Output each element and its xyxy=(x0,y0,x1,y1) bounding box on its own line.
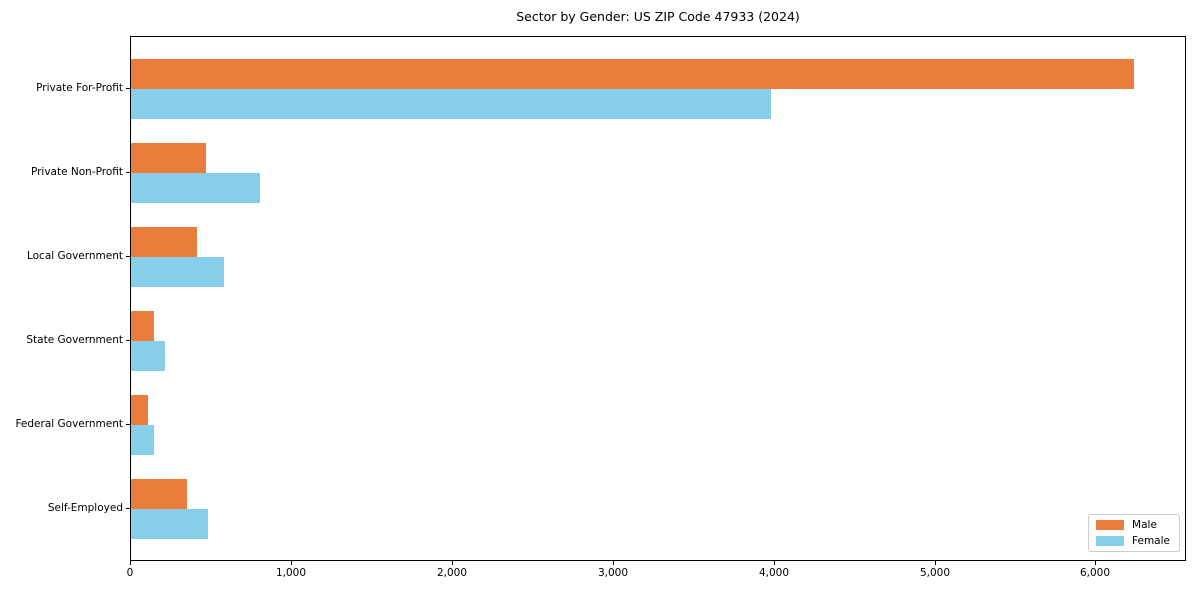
y-tick-private-for-profit xyxy=(126,88,130,89)
legend-item-male: Male xyxy=(1096,519,1170,531)
x-tick-6000 xyxy=(1095,561,1096,565)
y-label-private-for-profit: Private For-Profit xyxy=(36,82,123,94)
y-tick-federal-government xyxy=(126,424,130,425)
y-label-local-government: Local Government xyxy=(26,250,123,262)
bar-male-private-non-profit xyxy=(131,143,206,173)
legend-swatch-female xyxy=(1096,536,1125,546)
bar-female-local-government xyxy=(131,257,224,287)
x-label-3000: 3,000 xyxy=(597,567,629,579)
chart-title: Sector by Gender: US ZIP Code 47933 (202… xyxy=(516,9,800,24)
legend-label-male: Male xyxy=(1132,519,1157,531)
bar-male-private-for-profit xyxy=(131,59,1134,89)
y-label-self-employed: Self-Employed xyxy=(47,502,123,514)
y-tick-private-non-profit xyxy=(126,172,130,173)
legend-swatch-male xyxy=(1096,520,1125,530)
bar-male-local-government xyxy=(131,227,197,257)
plot-area: Male Female xyxy=(130,36,1186,561)
bar-female-federal-government xyxy=(131,425,154,455)
x-label-2000: 2,000 xyxy=(436,567,468,579)
y-label-private-non-profit: Private Non-Profit xyxy=(30,166,123,178)
bar-male-federal-government xyxy=(131,395,148,425)
x-label-1000: 1,000 xyxy=(275,567,307,579)
legend-label-female: Female xyxy=(1132,535,1170,547)
bar-female-private-non-profit xyxy=(131,173,260,203)
x-label-5000: 5,000 xyxy=(919,567,951,579)
y-tick-state-government xyxy=(126,340,130,341)
x-label-0: 0 xyxy=(126,567,134,579)
bar-female-self-employed xyxy=(131,509,208,539)
bar-female-state-government xyxy=(131,341,165,371)
x-label-4000: 4,000 xyxy=(758,567,790,579)
y-tick-self-employed xyxy=(126,508,130,509)
bar-male-self-employed xyxy=(131,479,187,509)
legend: Male Female xyxy=(1088,514,1180,552)
x-tick-5000 xyxy=(935,561,936,565)
y-label-state-government: State Government xyxy=(26,334,123,346)
y-label-federal-government: Federal Government xyxy=(15,418,123,430)
x-label-6000: 6,000 xyxy=(1079,567,1111,579)
bar-female-private-for-profit xyxy=(131,89,771,119)
x-tick-4000 xyxy=(774,561,775,565)
x-tick-1000 xyxy=(291,561,292,565)
legend-item-female: Female xyxy=(1096,535,1170,547)
x-tick-2000 xyxy=(452,561,453,565)
bar-male-state-government xyxy=(131,311,154,341)
x-tick-0 xyxy=(130,561,131,565)
x-tick-3000 xyxy=(613,561,614,565)
y-tick-local-government xyxy=(126,256,130,257)
